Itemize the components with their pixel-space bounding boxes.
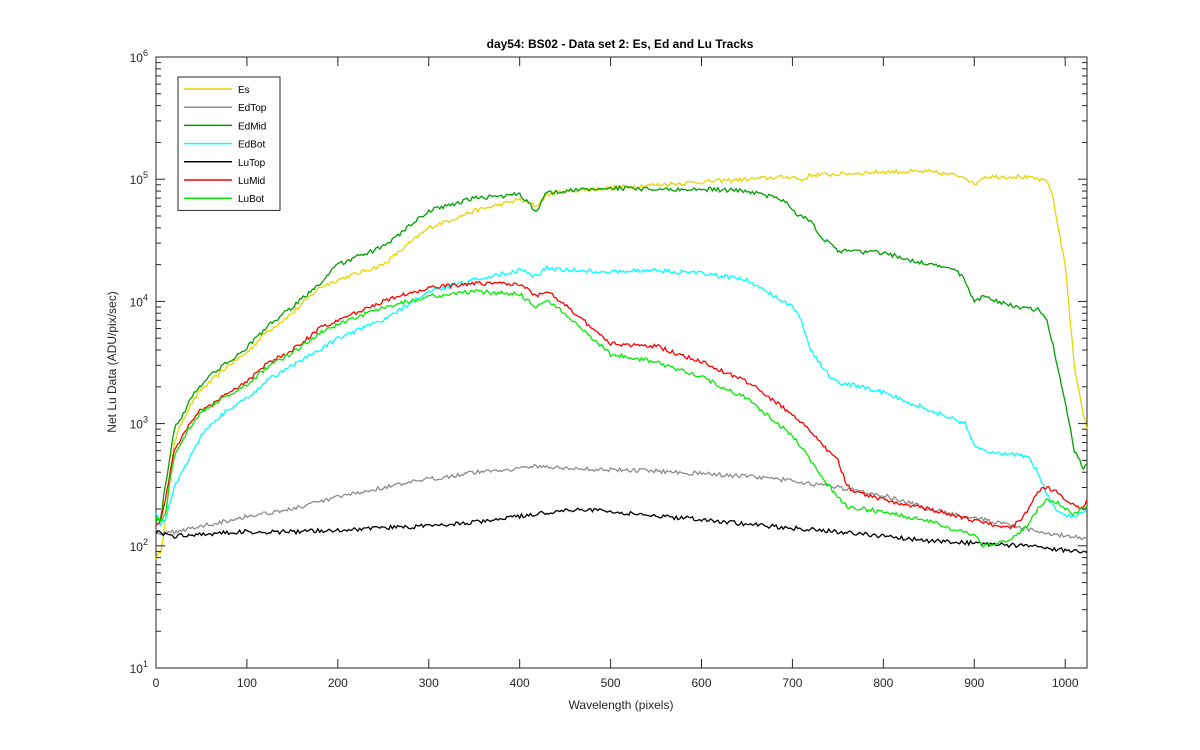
x-tick-label: 200 <box>328 676 348 690</box>
series-line-edbot <box>155 264 1088 527</box>
plot-area <box>155 56 1088 669</box>
y-axis-label: Net Lu Data (ADU/pix/sec) <box>105 291 119 432</box>
legend-entry: LuMid <box>238 176 265 187</box>
x-tick-label: 500 <box>601 676 621 690</box>
legend-entry: EdMid <box>238 121 266 132</box>
series-layer <box>155 168 1088 560</box>
y-tick-label: 101 <box>130 659 148 676</box>
series-line-edtop <box>155 463 1088 541</box>
series-line-lutop <box>155 507 1088 554</box>
series-line-es <box>155 168 1088 560</box>
series-line-edmid <box>155 184 1088 523</box>
series-line-lumid <box>155 280 1088 530</box>
legend-entry: Es <box>238 85 250 96</box>
y-tick-label: 103 <box>130 415 148 432</box>
x-axis-label: Wavelength (pixels) <box>569 698 674 712</box>
legend-entry: EdTop <box>238 103 267 114</box>
y-tick-label: 106 <box>130 48 148 65</box>
series-line-lubot <box>155 289 1088 549</box>
x-tick-label: 600 <box>691 676 711 690</box>
x-tick-label: 100 <box>237 676 257 690</box>
y-tick-label: 102 <box>130 537 148 554</box>
x-tick-label: 400 <box>510 676 530 690</box>
legend-entry: LuBot <box>238 194 264 205</box>
x-axis: 0 100 200 300 400 500 600 700 800 900 1000 <box>153 57 1079 690</box>
x-tick-label: 1000 <box>1052 676 1079 690</box>
y-tick-label: 105 <box>130 170 148 187</box>
legend: Es EdTop EdMid EdBot LuTop LuMid LuBot <box>177 76 281 211</box>
y-axis: 101 102 103 104 105 106 <box>130 48 1087 676</box>
chart-title: day54: BS02 - Data set 2: Es, Ed and Lu … <box>487 37 754 51</box>
x-tick-label: 300 <box>419 676 439 690</box>
legend-entry: LuTop <box>238 158 266 169</box>
legend-entry: EdBot <box>238 140 265 151</box>
y-tick-label: 104 <box>130 292 148 309</box>
x-tick-label: 0 <box>153 676 160 690</box>
x-tick-label: 700 <box>782 676 802 690</box>
x-tick-label: 900 <box>964 676 984 690</box>
x-tick-label: 800 <box>873 676 893 690</box>
